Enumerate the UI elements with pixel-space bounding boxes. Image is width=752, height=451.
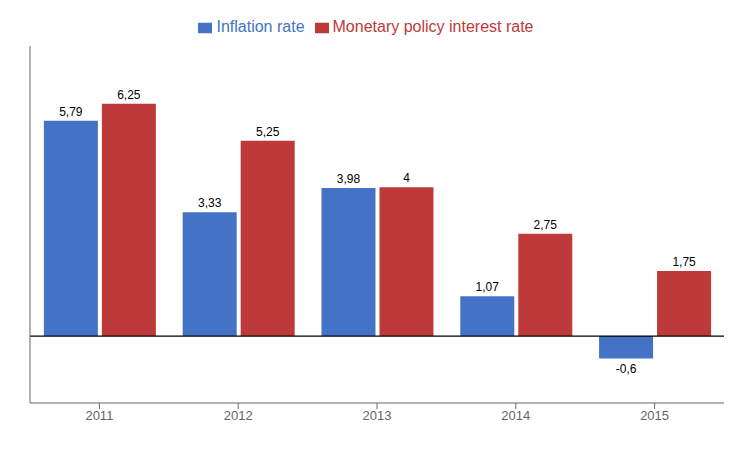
svg-text:5,25: 5,25 [256,125,280,139]
svg-text:2,75: 2,75 [534,218,558,232]
svg-text:6,25: 6,25 [117,88,141,102]
html-text:Monetary policy interest rate: Monetary policy interest rate [332,18,534,35]
svg-text:1,07: 1,07 [476,280,500,294]
html-text:Inflation rate: Inflation rate [216,18,305,35]
svg-text:4: 4 [403,171,410,185]
svg-text:2013: 2013 [363,408,392,423]
svg-text:2014: 2014 [501,408,530,423]
svg-text:1,75: 1,75 [672,255,696,269]
svg-text:2011: 2011 [85,408,113,423]
svg-text:-0,6: -0,6 [616,362,637,376]
svg-text:2015: 2015 [640,408,669,423]
svg-text:2012: 2012 [224,408,253,423]
svg-text:3,33: 3,33 [198,196,222,210]
svg-text:3,98: 3,98 [337,172,361,186]
svg-text:5,79: 5,79 [59,105,83,119]
